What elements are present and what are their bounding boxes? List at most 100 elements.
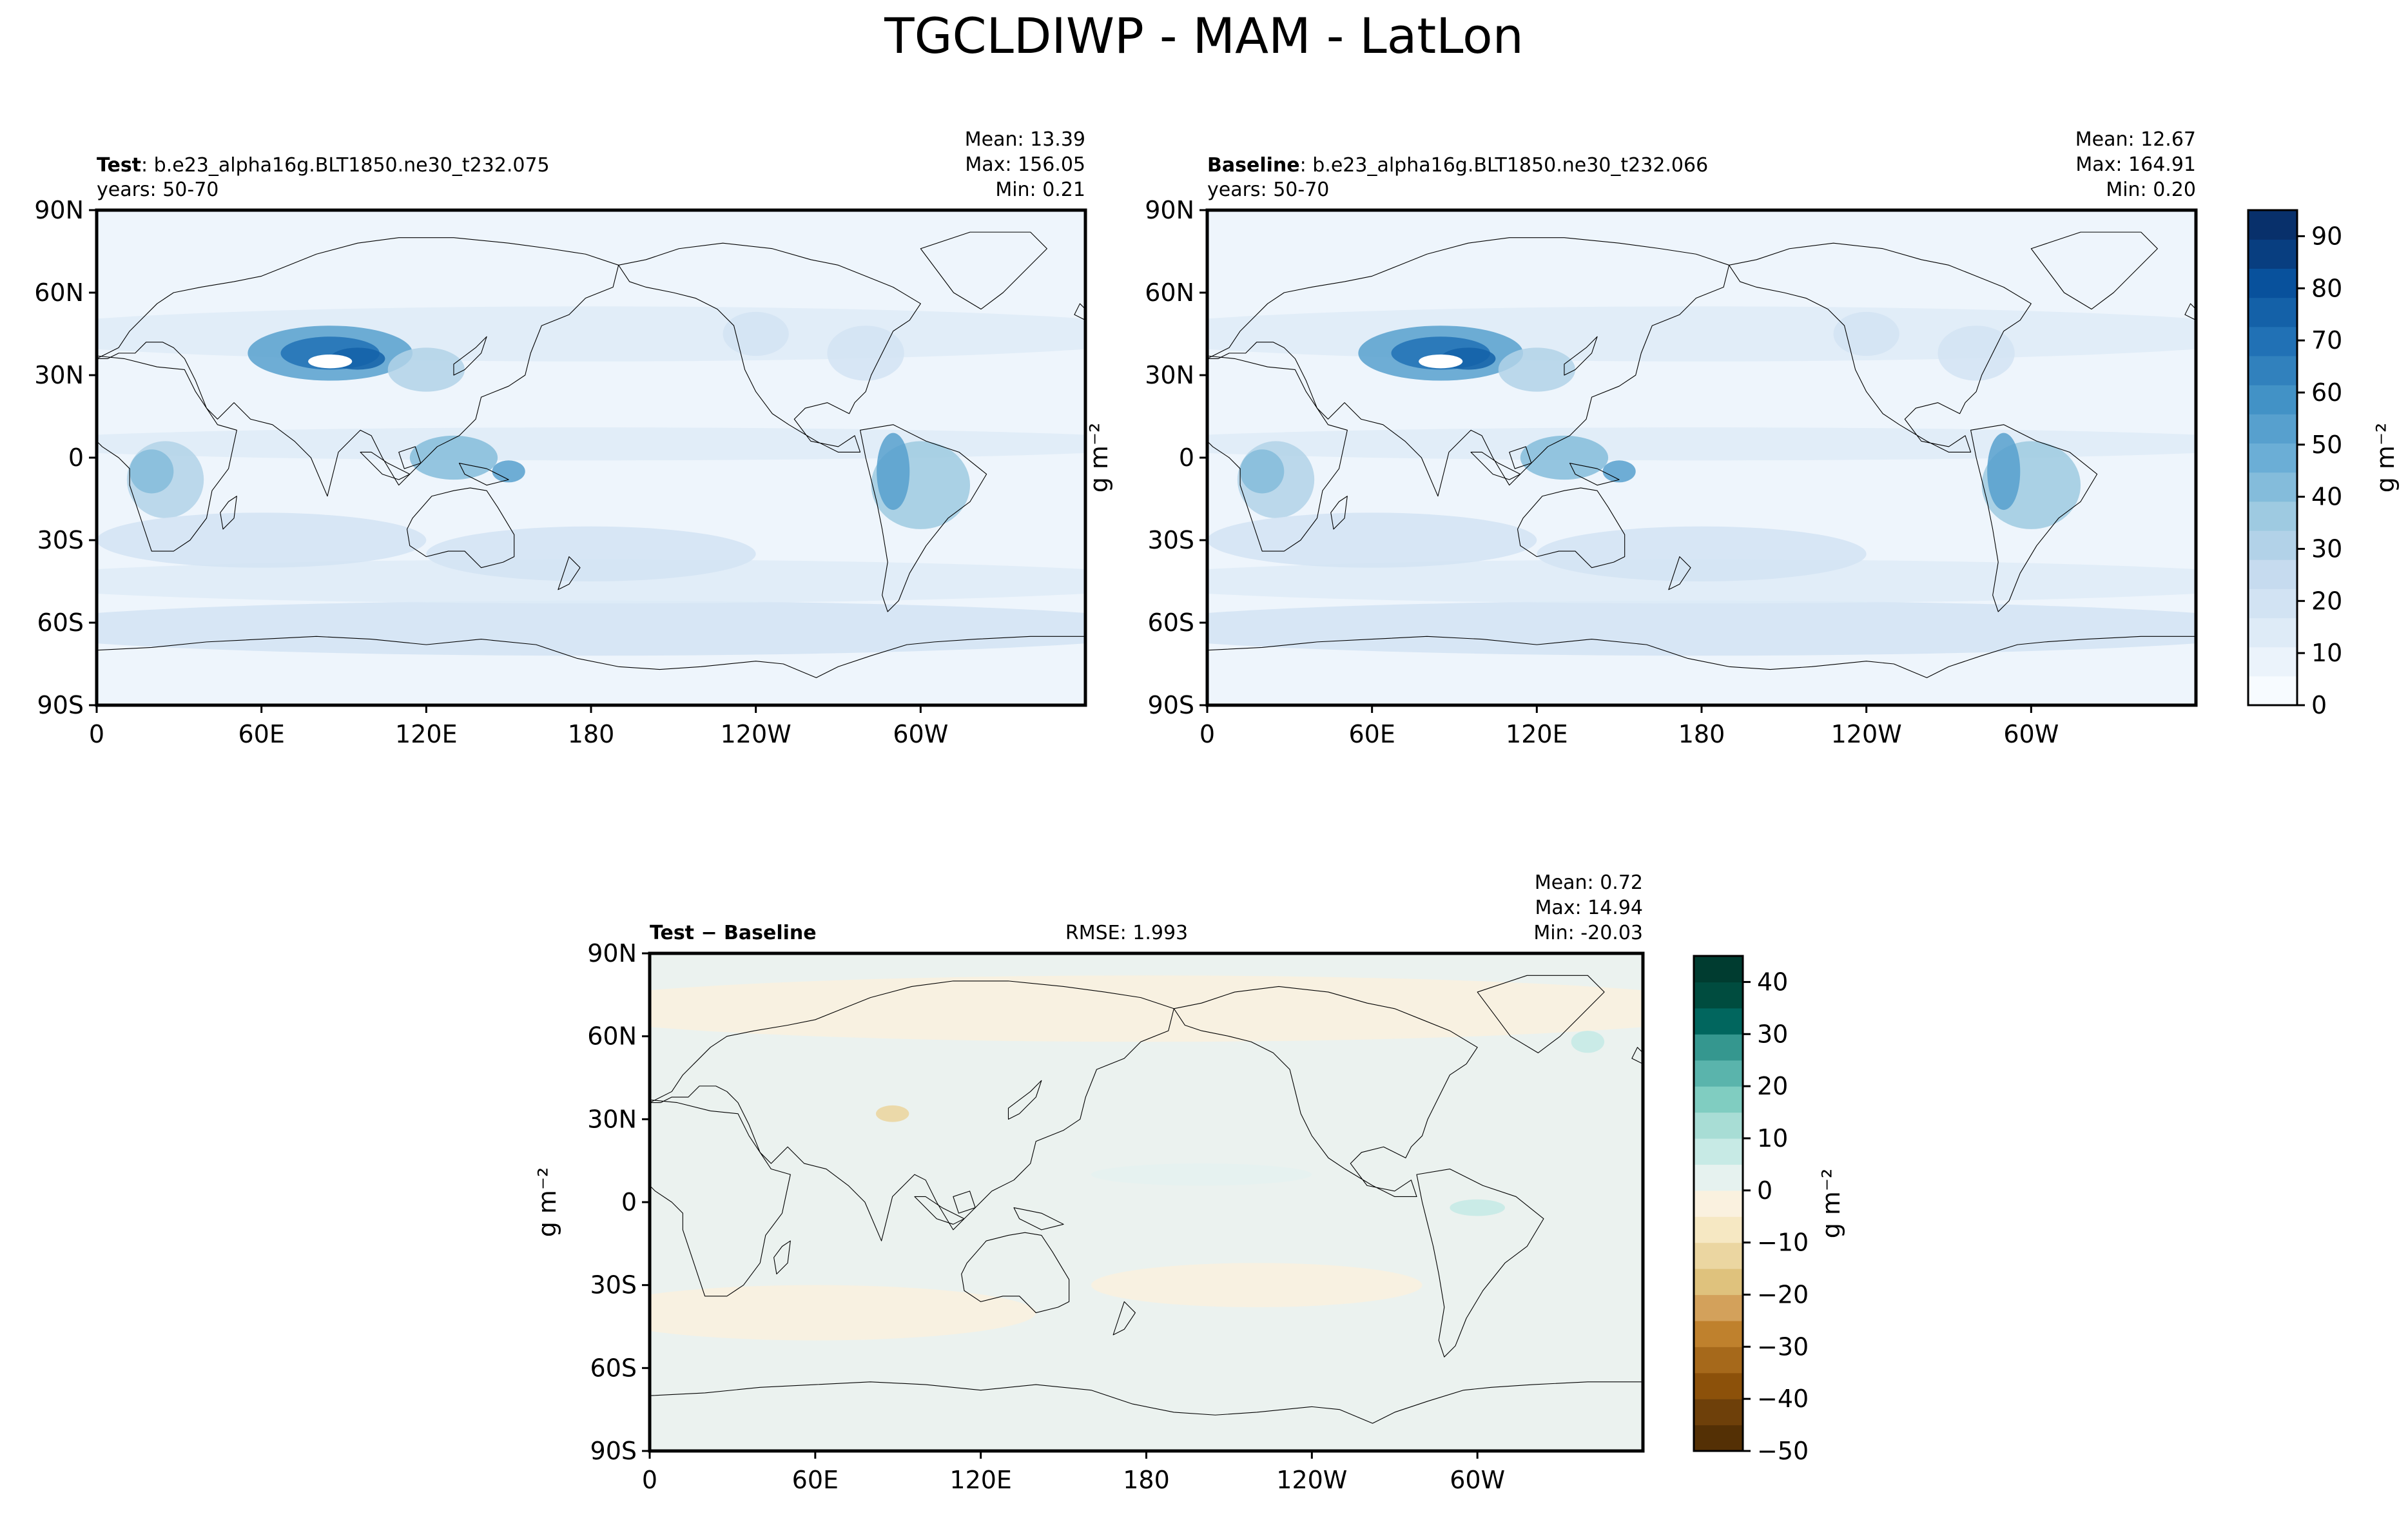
baseline-years: years: 50-70 (1207, 179, 1329, 201)
diff-xtick-label: 60E (792, 1466, 839, 1494)
baseline-ytick-label: 90S (1148, 691, 1194, 719)
baseline-xtick-label: 120E (1506, 720, 1568, 748)
test-years: years: 50-70 (97, 179, 218, 201)
test-xtick-label: 60E (238, 720, 284, 748)
diff-colorbar-segment (1694, 1399, 1743, 1426)
diff-colorbar-segment (1694, 1034, 1743, 1061)
diff-ytick-label: 90N (587, 939, 637, 968)
diff-colorbar-segment (1694, 1347, 1743, 1374)
diff-colorbar-tick-label: 40 (1757, 968, 1788, 996)
diff-ytick-label: 30S (590, 1271, 637, 1299)
main-colorbar: 0 10 20 30 40 50 60 70 80 90 g m⁻² (2247, 209, 2400, 719)
diff-xtick-label: 180 (1123, 1466, 1170, 1494)
test-ytick-label: 30S (37, 526, 84, 554)
main-colorbar-segment (2248, 443, 2297, 473)
main-colorbar-tick-label: 0 (2311, 691, 2327, 719)
baseline-ytick-label: 0 (1179, 443, 1194, 472)
diff-ytick-label: 60S (590, 1354, 637, 1382)
main-colorbar-segment (2248, 560, 2297, 589)
test-ytick-label: 0 (68, 443, 84, 472)
test-panel: 0 60E 120E 180 120W 60W 90N 60N 30N 0 30S 60S 90S Tes… (34, 128, 1087, 748)
test-xtick-label: 0 (89, 720, 104, 748)
main-colorbar-tick-label: 60 (2311, 378, 2342, 407)
main-colorbar-tick-label: 90 (2311, 222, 2342, 250)
baseline-xtick-label: 120W (1831, 720, 1902, 748)
diff-stat-max: Max: 14.94 (1535, 897, 1643, 919)
diff-colorbar-segment (1694, 956, 1743, 983)
main-colorbar-unit: g m⁻² (2371, 423, 2400, 493)
figure-title: TGCLDIWP - MAM - LatLon (884, 7, 1524, 64)
baseline-ytick-label: 60N (1145, 278, 1194, 307)
main-colorbar-segment (2248, 618, 2297, 648)
test-case-label-name: : b.e23_alpha16g.BLT1850.ne30_t232.075 (141, 154, 550, 177)
test-stat-mean: Mean: 13.39 (965, 128, 1085, 151)
diff-colorbar-frame (1693, 955, 1744, 1452)
baseline-xtick-label: 60W (2003, 720, 2059, 748)
diff-colorbar-tick-label: −10 (1757, 1229, 1809, 1257)
main-colorbar-frame (2247, 209, 2298, 706)
diff-colorbar-unit: g m⁻² (1817, 1169, 1845, 1239)
main-colorbar-segment (2248, 297, 2297, 327)
diff-stat-min: Min: -20.03 (1533, 922, 1643, 944)
diff-colorbar-segment (1694, 1164, 1743, 1191)
baseline-panel: 0 60E 120E 180 120W 60W 90N 60N 30N 0 30S 60S 90S Bas… (1145, 128, 2198, 748)
baseline-stat-min: Min: 0.20 (2106, 179, 2196, 201)
diff-colorbar-segment (1694, 982, 1743, 1009)
diff-colorbar-segment (1694, 1320, 1743, 1347)
diff-colorbar-segment (1694, 1216, 1743, 1243)
baseline-ytick-label: 30N (1145, 361, 1194, 389)
diff-xtick-label: 60W (1450, 1466, 1505, 1494)
main-colorbar-segment (2248, 501, 2297, 531)
baseline-xtick-label: 0 (1199, 720, 1215, 748)
main-colorbar-segment (2248, 472, 2297, 502)
test-xtick-label: 120W (721, 720, 791, 748)
main-colorbar-segment (2248, 589, 2297, 619)
main-colorbar-tick-label: 30 (2311, 534, 2342, 563)
test-field-shading (97, 306, 1085, 656)
diff-colorbar-tick-label: 10 (1757, 1124, 1788, 1153)
main-colorbar-tick-label: 70 (2311, 326, 2342, 355)
main-colorbar-segment (2248, 385, 2297, 414)
diff-xtick-label: 0 (642, 1466, 657, 1494)
diff-colorbar-segment (1694, 1294, 1743, 1321)
diff-ytick-label: 0 (621, 1188, 637, 1216)
diff-colorbar-segment (1694, 1190, 1743, 1217)
diff-colorbar-tick-label: 30 (1757, 1020, 1788, 1048)
main-colorbar-segment (2248, 676, 2297, 706)
baseline-stat-max: Max: 164.91 (2075, 153, 2196, 176)
main-colorbar-segment (2248, 355, 2297, 385)
diff-colorbar-tick-label: −30 (1757, 1332, 1809, 1361)
test-xtick-label: 60W (893, 720, 948, 748)
diff-colorbar-segment (1694, 1112, 1743, 1139)
diff-ytick-label: 60N (587, 1022, 637, 1051)
main-colorbar-segment (2248, 268, 2297, 298)
main-colorbar-segment (2248, 414, 2297, 444)
diff-ytick-label: 30N (587, 1105, 637, 1133)
test-ytick-label: 90S (37, 691, 84, 719)
baseline-case-label-bold: Baseline (1207, 154, 1300, 177)
diff-colorbar-segment (1694, 1372, 1743, 1399)
test-xtick-label: 180 (568, 720, 615, 748)
main-colorbar-segment (2248, 647, 2297, 677)
main-colorbar-tick-label: 20 (2311, 587, 2342, 615)
diff-colorbar-segment (1694, 1007, 1743, 1035)
baseline-ytick-label: 30S (1148, 526, 1194, 554)
diff-colorbar-tick-label: 20 (1757, 1072, 1788, 1100)
diff-colorbar-segment (1694, 1269, 1743, 1296)
diff-stat-mean: Mean: 0.72 (1535, 871, 1643, 894)
diff-colorbar: −50 −40 −30 −20 −10 0 10 20 30 40 g m⁻² (1693, 955, 1845, 1465)
diff-colorbar-segment (1694, 1060, 1743, 1087)
test-ytick-label: 60N (34, 278, 84, 307)
diff-xtick-label: 120W (1276, 1466, 1347, 1494)
diff-colorbar-tick-label: −20 (1757, 1280, 1809, 1309)
test-ylabel: g m⁻² (1085, 423, 1113, 493)
diff-colorbar-segment (1694, 1242, 1743, 1269)
test-ytick-label: 60S (37, 608, 84, 637)
main-colorbar-tick-label: 40 (2311, 483, 2342, 511)
diff-ytick-label: 90S (590, 1437, 637, 1465)
main-colorbar-segment (2248, 326, 2297, 356)
diff-colorbar-tick-label: 0 (1757, 1176, 1772, 1205)
test-case-label: Test: b.e23_alpha16g.BLT1850.ne30_t232.0… (97, 154, 550, 177)
diff-ylabel: g m⁻² (533, 1167, 561, 1238)
